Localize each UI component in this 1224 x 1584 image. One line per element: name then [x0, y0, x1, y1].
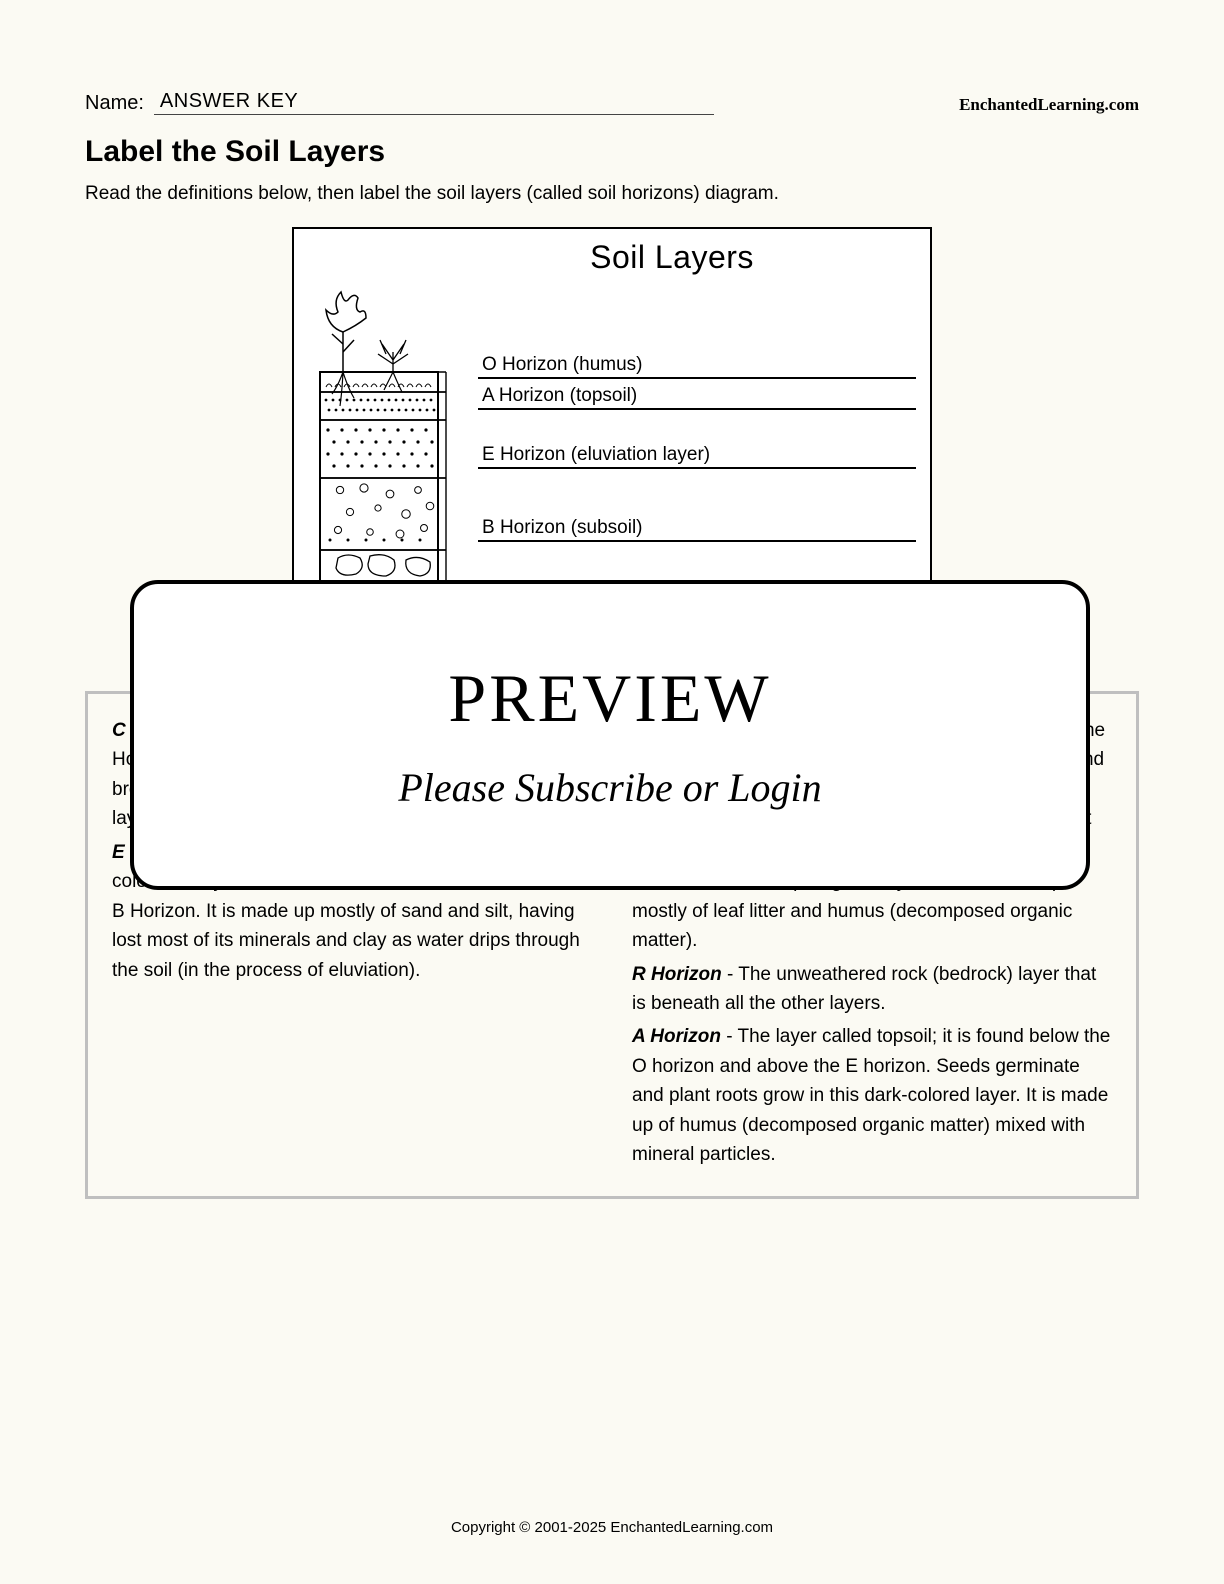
diagram-title: Soil Layers — [428, 239, 916, 276]
site-brand: EnchantedLearning.com — [959, 95, 1139, 115]
page-title: Label the Soil Layers — [85, 135, 1139, 169]
header-row: Name: ANSWER KEY EnchantedLearning.com — [85, 90, 1139, 115]
name-value: ANSWER KEY — [154, 90, 714, 115]
name-label: Name: — [85, 92, 144, 115]
definition-entry: A Horizon - The layer called topsoil; it… — [632, 1022, 1112, 1169]
footer-copyright: Copyright © 2001-2025 EnchantedLearning.… — [0, 1519, 1224, 1536]
preview-title: PREVIEW — [448, 659, 771, 738]
name-line: Name: ANSWER KEY — [85, 90, 714, 115]
preview-subtitle: Please Subscribe or Login — [398, 764, 821, 811]
instructions: Read the definitions below, then label t… — [85, 183, 1139, 205]
layer-label: O Horizon (humus) — [478, 354, 916, 379]
definition-term: R Horizon — [632, 964, 722, 985]
layer-label: B Horizon (subsoil) — [478, 517, 916, 542]
layer-label: E Horizon (eluviation layer) — [478, 444, 916, 469]
layer-label: A Horizon (topsoil) — [478, 385, 916, 410]
preview-overlay[interactable]: PREVIEW Please Subscribe or Login — [130, 580, 1090, 890]
definition-entry: R Horizon - The unweathered rock (bedroc… — [632, 960, 1112, 1019]
definition-term: A Horizon — [632, 1026, 721, 1047]
